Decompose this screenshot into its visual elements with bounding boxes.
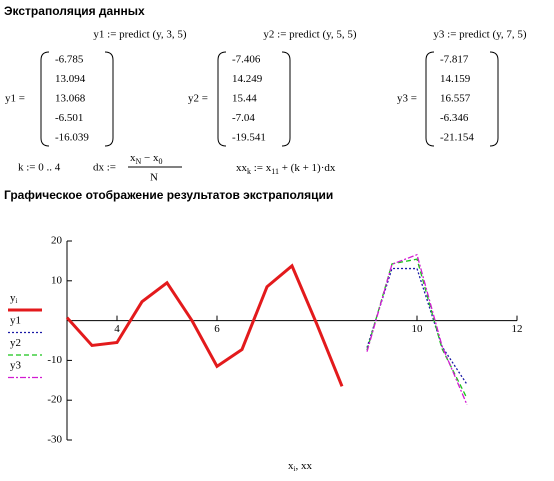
matrix-value: -7.04	[232, 112, 255, 124]
matrix-value: -21.154	[440, 132, 474, 144]
x-axis-label: xi, xx	[288, 460, 312, 473]
matrix-value: -19.541	[232, 132, 266, 144]
matrix-value: -16.039	[55, 132, 89, 144]
bracket	[489, 51, 499, 147]
formula: y3 := predict (y, 7, 5)	[433, 29, 526, 41]
matrix-value: 16.557	[440, 93, 471, 105]
matrix-value: 13.068	[55, 93, 86, 105]
legend-name: y2	[10, 337, 21, 349]
legend-sub: i	[16, 297, 18, 305]
matrix-name: y1 =	[5, 93, 25, 105]
matrix-value: -7.817	[440, 54, 469, 66]
bracket	[217, 51, 227, 147]
bracket	[281, 51, 291, 147]
matrix-value: 13.094	[55, 73, 86, 85]
series-line	[366, 253, 468, 406]
y-tick-label: 20	[51, 235, 63, 247]
legend-label: y1	[10, 314, 21, 326]
legend-label: y3	[10, 359, 22, 371]
formula: y1 := predict (y, 3, 5)	[93, 29, 186, 41]
x-tick-label: 4	[114, 323, 120, 335]
dx-label: dx :=	[93, 162, 116, 174]
x-tick-label: 6	[214, 323, 220, 335]
matrix-value: -6.346	[440, 112, 469, 124]
matrix-value: -6.785	[55, 54, 84, 66]
legend-label: yi	[10, 292, 18, 305]
x-tick-label: 12	[512, 323, 523, 335]
matrix-value: 15.44	[232, 93, 257, 105]
bracket	[40, 51, 50, 147]
y-tick-label: -30	[47, 434, 62, 446]
x-tick-label: 10	[412, 323, 424, 335]
matrix-value: -7.406	[232, 54, 261, 66]
dx-numerator: xN − x0	[130, 152, 163, 166]
section-title: Графическое отображение результатов экст…	[4, 188, 333, 202]
series-line	[366, 267, 468, 385]
xx-definition: xxk := x11 + (k + 1)·dx	[236, 162, 336, 176]
bracket	[104, 51, 114, 147]
matrix-value: 14.159	[440, 73, 471, 85]
x-label-sub: i	[294, 465, 296, 473]
title: Экстраполяция данных	[4, 4, 145, 18]
legend-name: y3	[10, 359, 22, 371]
x-label-main: x	[288, 460, 294, 472]
x-label-rest: , xx	[295, 460, 312, 472]
matrix-name: y2 =	[188, 93, 208, 105]
series-line	[65, 263, 344, 387]
y-tick-label: -10	[47, 354, 62, 366]
matrix-value: 14.249	[232, 73, 263, 85]
formula: y2 := predict (y, 5, 5)	[263, 29, 356, 41]
matrix-name: y3 =	[397, 93, 417, 105]
legend-name: y	[10, 292, 16, 304]
y-tick-label: -20	[47, 394, 62, 406]
legend-name: y1	[10, 314, 21, 326]
legend-label: y2	[10, 337, 21, 349]
k-definition: k := 0 .. 4	[18, 162, 61, 174]
y-tick-label: 10	[51, 274, 63, 286]
dx-denominator: N	[150, 172, 158, 184]
bracket	[425, 51, 435, 147]
matrix-value: -6.501	[55, 112, 83, 124]
